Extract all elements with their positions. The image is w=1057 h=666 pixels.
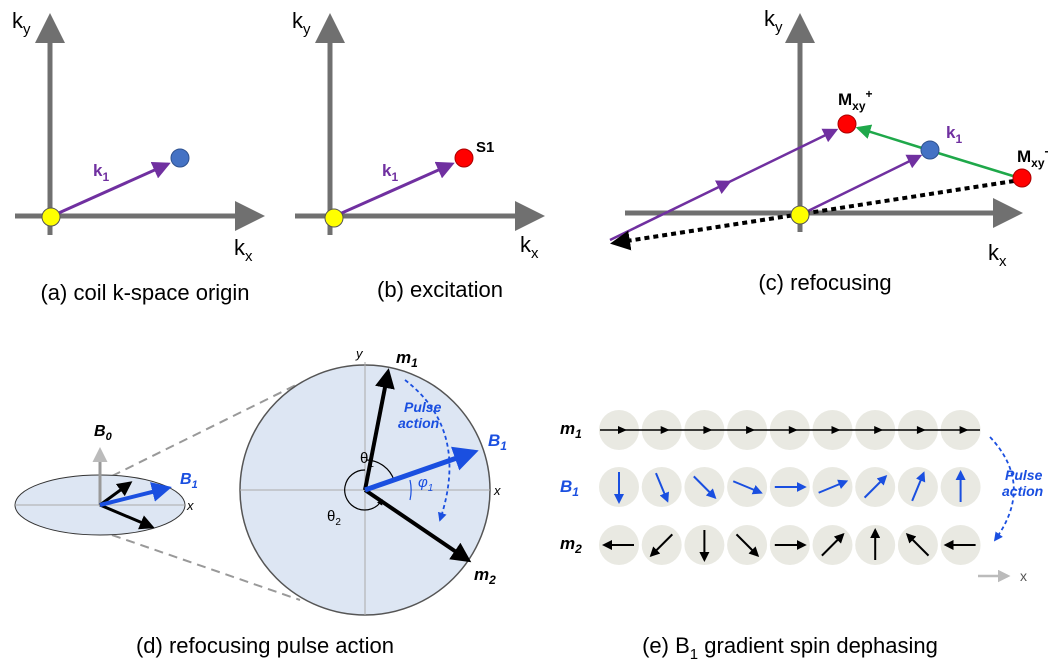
label-sub: 1 (500, 439, 507, 453)
label-base: m (474, 565, 489, 584)
y-axis-label: ky (764, 6, 783, 36)
panel-c (625, 18, 1018, 232)
label-sub: 1 (411, 356, 418, 370)
action-label: action (398, 415, 439, 431)
caption: (e) B1 gradient spin dephasing (642, 633, 938, 663)
panel-a (15, 18, 260, 235)
mxy-minus-point (1013, 169, 1031, 187)
figure: ky kx k1 (a) coil k-space origin S1 ky k… (0, 0, 1057, 666)
x-axis-label: kx (234, 235, 253, 265)
label-base: B (94, 423, 106, 440)
label-sub: x (999, 253, 1007, 270)
x-direction-label: x (1020, 568, 1027, 584)
green-arrow (858, 128, 922, 148)
panel-b (295, 18, 540, 235)
label-base: θ (360, 450, 368, 467)
action-label: action (1002, 483, 1043, 499)
label-sub: 1 (428, 483, 434, 494)
k-vector (52, 164, 168, 216)
caption-before: (e) B (642, 633, 690, 658)
s1-point (455, 149, 473, 167)
label-sub: x (531, 245, 539, 262)
label-sub: xy (1031, 156, 1045, 170)
label-base: M (838, 90, 852, 109)
m2-label: m2 (474, 565, 496, 587)
mxy-plus-point (838, 115, 856, 133)
label-base: m (396, 348, 411, 367)
green-line (938, 153, 1013, 176)
label-base: B (180, 471, 192, 488)
caption: (c) refocusing (758, 270, 891, 295)
y-axis-label: ky (292, 8, 311, 38)
k-point (171, 149, 189, 167)
label-sub: xy (852, 99, 866, 113)
origin (42, 208, 60, 226)
k-vector (808, 156, 920, 211)
label-sub: 1 (192, 479, 198, 491)
m1-label: m1 (396, 348, 418, 370)
label-base: m (560, 534, 575, 553)
label-sub: 1 (102, 170, 109, 184)
label-sub: y (23, 21, 31, 38)
label-base: B (560, 477, 572, 496)
b0-label: B0 (94, 423, 113, 443)
origin (791, 206, 809, 224)
label-sub: 1 (575, 427, 582, 441)
label-base: M (1017, 147, 1031, 166)
label-base: B (488, 431, 500, 450)
label-sup: - (1045, 144, 1049, 158)
x-axis-label: kx (988, 240, 1007, 270)
y-axis-label: ky (12, 8, 31, 38)
label-sub: 2 (574, 542, 582, 556)
vector-label: k1 (93, 161, 109, 184)
x-axis-label: kx (520, 232, 539, 262)
mxy-plus-label: Mxy+ (838, 87, 873, 113)
label-sub: 1 (368, 459, 374, 470)
caption: (a) coil k-space origin (40, 280, 249, 305)
row-label: m2 (560, 534, 582, 556)
b1-label: B1 (488, 431, 507, 453)
row-label: B1 (560, 477, 579, 499)
label-sub: 1 (955, 132, 962, 146)
point-label: S1 (476, 139, 494, 156)
label-base: θ (327, 508, 335, 525)
caption: (d) refocusing pulse action (136, 633, 394, 658)
mxy-minus-label: Mxy- (1017, 144, 1049, 170)
row-label: m1 (560, 419, 582, 441)
caption-sub: 1 (690, 646, 698, 663)
label-sub: 1 (572, 485, 579, 499)
label-base: φ (418, 474, 428, 491)
label-sub: y (775, 19, 783, 36)
origin (325, 209, 343, 227)
label-sup: + (866, 87, 873, 101)
x-label: x (493, 483, 501, 498)
panel-e (599, 410, 981, 565)
label-sub: 2 (488, 573, 496, 587)
label-sub: x (245, 248, 253, 265)
label-base: m (560, 419, 575, 438)
x-small-label: x (186, 498, 194, 513)
b1-small-label: B1 (180, 471, 198, 491)
vector-label: k1 (946, 123, 962, 146)
vector-label: k1 (382, 161, 398, 184)
label-sub: y (303, 21, 311, 38)
pulse-label: Pulse (1005, 467, 1043, 483)
k-point (921, 141, 939, 159)
caption-after: gradient spin dephasing (698, 633, 938, 658)
caption: (b) excitation (377, 277, 503, 302)
label-sub: 1 (391, 170, 398, 184)
label-sub: 2 (335, 517, 341, 528)
label-sub: 0 (106, 431, 113, 443)
pulse-label: Pulse (404, 399, 442, 415)
y-label: y (355, 346, 364, 361)
